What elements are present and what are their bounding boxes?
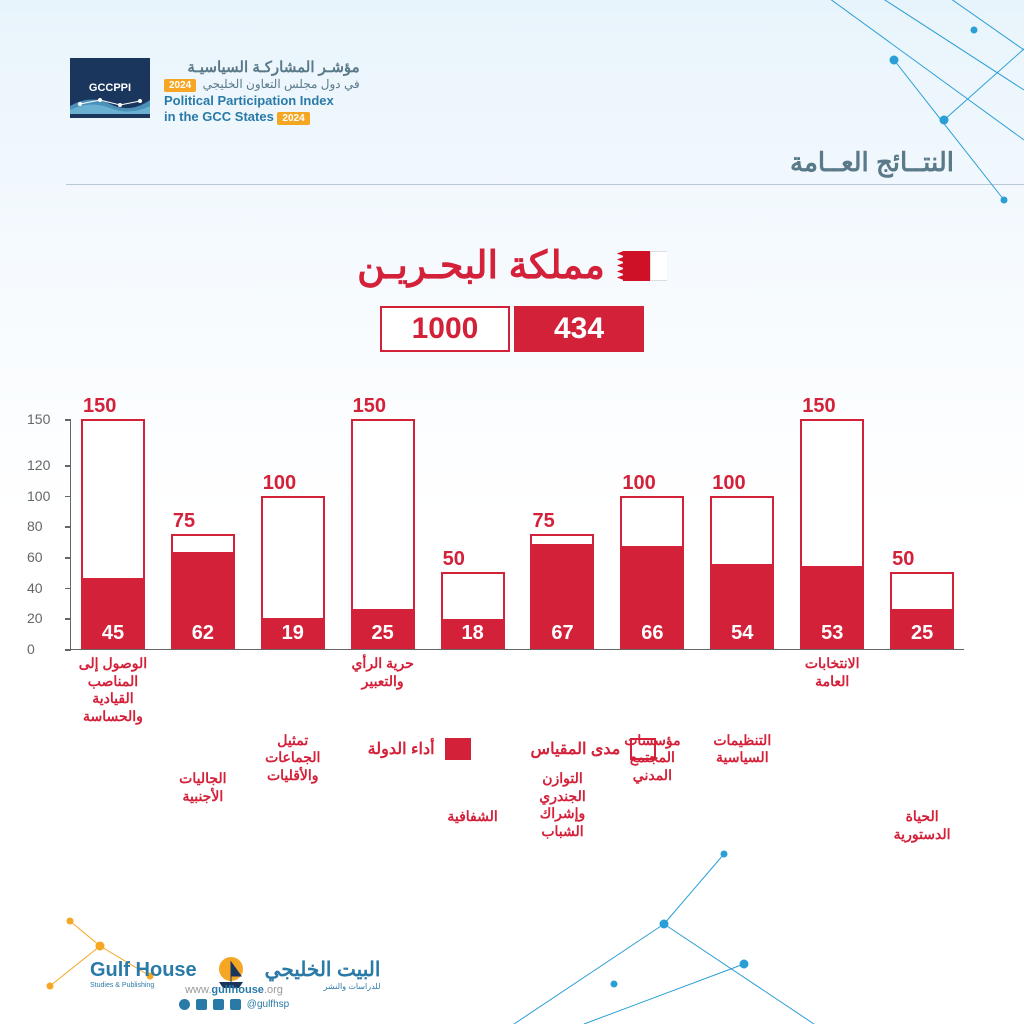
bar-value: 25 — [892, 609, 952, 647]
bar-value: 54 — [712, 564, 772, 647]
country-name: مملكة البحـريـن — [357, 243, 605, 288]
bar-max: 7567 — [530, 534, 594, 649]
bar-xlabel: التنظيمات السياسية — [698, 732, 786, 767]
header-en-line1: Political Participation Index — [164, 93, 360, 108]
bar-value: 53 — [802, 566, 862, 647]
bar-value: 19 — [263, 618, 323, 647]
bar-max: 5025 — [890, 572, 954, 649]
footer-handle: @gulfhsp — [247, 999, 289, 1010]
bar-max: 10066 — [620, 496, 684, 649]
bar-xlabel: الشفافية — [429, 808, 517, 826]
ytick: 150 — [27, 411, 50, 427]
bar-group: 7562الجاليات الأجنبية — [169, 534, 237, 649]
bar-xlabel: الانتخابات العامة — [788, 655, 876, 690]
score-max: 1000 — [380, 306, 510, 352]
legend-performance-label: أداء الدولة — [368, 739, 435, 759]
bar-max-label: 75 — [173, 510, 195, 533]
footer-url: www.gulfhouse.org — [154, 984, 314, 996]
youtube-icon — [196, 999, 207, 1010]
bar-value: 66 — [622, 546, 682, 647]
bar-max-label: 100 — [263, 472, 296, 495]
bar-max-label: 50 — [892, 548, 914, 571]
ytick: 80 — [27, 518, 43, 534]
bar-max: 10054 — [710, 496, 774, 649]
twitter-icon — [213, 999, 224, 1010]
bar-chart: 02040608010012015015045الوصول إلى المناص… — [70, 420, 964, 650]
legend-performance: أداء الدولة — [368, 738, 471, 760]
gccppi-badge: GCCPPI — [70, 58, 150, 118]
header-titles: مؤشـر المشاركـة السياسيـة في دول مجلس ال… — [164, 58, 360, 125]
ytick: 20 — [27, 610, 43, 626]
bar-xlabel: الجاليات الأجنبية — [159, 770, 247, 805]
bar-group: 7567التوازن الجندري وإشراك الشباب — [529, 534, 597, 649]
decoration-network-top-right — [744, 0, 1024, 280]
bar-value: 45 — [83, 578, 143, 647]
bar-group: 10054التنظيمات السياسية — [708, 496, 776, 649]
bar-xlabel: التوازن الجندري وإشراك الشباب — [518, 770, 606, 840]
bar-xlabel: مؤسسات المجتمع المدني — [608, 732, 696, 785]
bar-xlabel: تمثيل الجماعات والأقليات — [249, 732, 337, 785]
ytick: 0 — [27, 641, 35, 657]
bar-max-label: 150 — [802, 395, 835, 418]
bar-value: 18 — [443, 619, 503, 647]
bar-max: 7562 — [171, 534, 235, 649]
bar-max-label: 75 — [532, 510, 554, 533]
bar-max-label: 100 — [712, 472, 745, 495]
score-value: 434 — [514, 306, 644, 352]
bar-xlabel: الحياة الدستورية — [878, 808, 966, 843]
footer-links: www.gulfhouse.org @gulfhsp — [154, 984, 314, 1010]
ytick: 40 — [27, 580, 43, 596]
bar-group: 15053الانتخابات العامة — [798, 419, 866, 649]
bar-max-label: 100 — [622, 472, 655, 495]
bar-value: 62 — [173, 552, 233, 647]
score-row: 1000 434 — [0, 306, 1024, 352]
ytick: 60 — [27, 549, 43, 565]
bar-max: 15025 — [351, 419, 415, 649]
bar-value: 25 — [353, 609, 413, 647]
footer-social-row: @gulfhsp — [154, 999, 314, 1010]
bar-group: 5018الشفافية — [439, 572, 507, 649]
bar-group: 10066مؤسسات المجتمع المدني — [618, 496, 686, 649]
bar-xlabel: الوصول إلى المناصب القيادية والحساسة — [69, 655, 157, 725]
instagram-icon — [179, 999, 190, 1010]
header-en-line2: in the GCC States 2024 — [164, 109, 360, 125]
legend-scale-label: مدى المقياس — [531, 739, 621, 759]
bar-max: 10019 — [261, 496, 325, 649]
decoration-network-bottom — [464, 844, 864, 1024]
bar-group: 10019تمثيل الجماعات والأقليات — [259, 496, 327, 649]
bahrain-flag-icon — [623, 251, 667, 281]
bar-group: 5025الحياة الدستورية — [888, 572, 956, 649]
bar-max-label: 150 — [353, 395, 386, 418]
bar-max: 15053 — [800, 419, 864, 649]
bar-max: 5018 — [441, 572, 505, 649]
bar-xlabel: حرية الرأي والتعبير — [339, 655, 427, 690]
legend-swatch-filled — [445, 738, 471, 760]
ytick: 100 — [27, 488, 50, 504]
ytick: 120 — [27, 457, 50, 473]
bar-max: 15045 — [81, 419, 145, 649]
header-ar-line1: مؤشـر المشاركـة السياسيـة — [164, 58, 360, 76]
legend: مدى المقياس أداء الدولة — [0, 738, 1024, 760]
header-ar-line2: في دول مجلس التعاون الخليجي 2024 — [164, 77, 360, 92]
bar-max-label: 50 — [443, 548, 465, 571]
bar-group: 15025حرية الرأي والتعبير — [349, 419, 417, 649]
bar-group: 15045الوصول إلى المناصب القيادية والحساس… — [79, 419, 147, 649]
facebook-icon — [230, 999, 241, 1010]
bar-value: 67 — [532, 544, 592, 647]
bar-max-label: 150 — [83, 395, 116, 418]
